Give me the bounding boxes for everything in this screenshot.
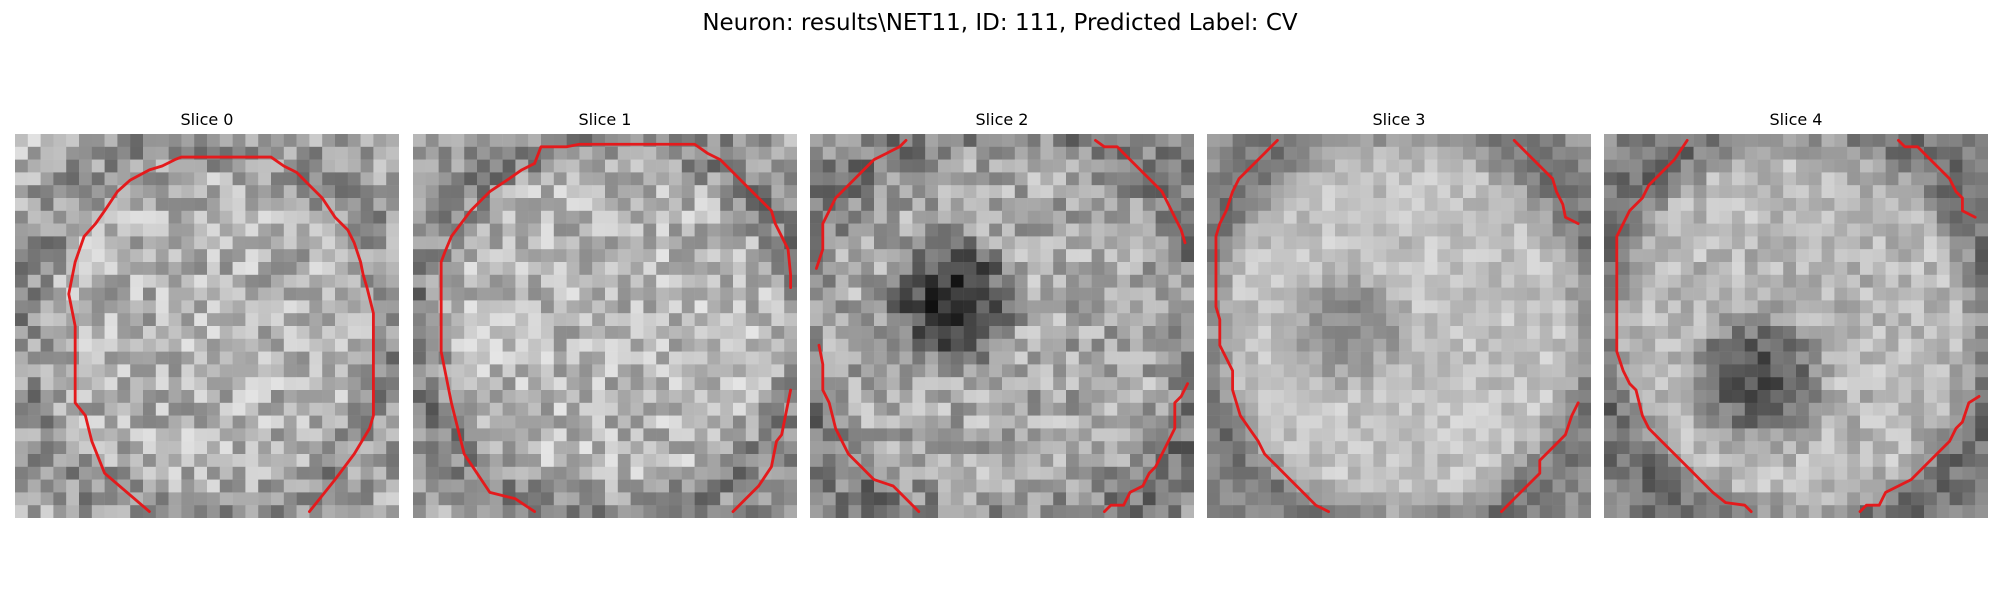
slice-title-2: Slice 2 bbox=[975, 110, 1029, 129]
slice-contour-1 bbox=[439, 142, 793, 514]
slice-contour-4b bbox=[1896, 138, 1977, 219]
slice-contour-1b bbox=[731, 388, 793, 514]
slice-contour-2c bbox=[817, 343, 921, 514]
figure-title: Neuron: results\NET11, ID: 111, Predicte… bbox=[702, 10, 1298, 36]
slice-contour-3c bbox=[1499, 401, 1580, 514]
slice-pixels-0 bbox=[15, 134, 399, 518]
slice-pixels-2 bbox=[810, 134, 1194, 518]
slice-image-3 bbox=[1207, 134, 1591, 518]
slice-image-2 bbox=[810, 134, 1194, 518]
slice-contour-2a bbox=[814, 138, 908, 270]
slice-image-0 bbox=[15, 134, 399, 518]
slice-contour-3a bbox=[1214, 138, 1331, 514]
slice-title-4: Slice 4 bbox=[1769, 110, 1823, 129]
slice-image-1 bbox=[413, 134, 797, 518]
slice-contour-2b bbox=[1094, 138, 1187, 245]
slice-contour-0 bbox=[67, 155, 375, 514]
slice-pixels-1 bbox=[413, 134, 797, 518]
slice-title-0: Slice 0 bbox=[180, 110, 234, 129]
slice-image-4 bbox=[1604, 134, 1988, 518]
slice-pixels-4 bbox=[1604, 134, 1988, 518]
slice-title-3: Slice 3 bbox=[1372, 110, 1426, 129]
slice-contour-4c bbox=[1858, 394, 1981, 514]
slice-pixels-3 bbox=[1207, 134, 1591, 518]
slice-contour-4a bbox=[1615, 138, 1753, 514]
slice-contour-3b bbox=[1512, 138, 1580, 226]
slice-title-1: Slice 1 bbox=[578, 110, 632, 129]
slice-contour-2d bbox=[1102, 382, 1190, 514]
